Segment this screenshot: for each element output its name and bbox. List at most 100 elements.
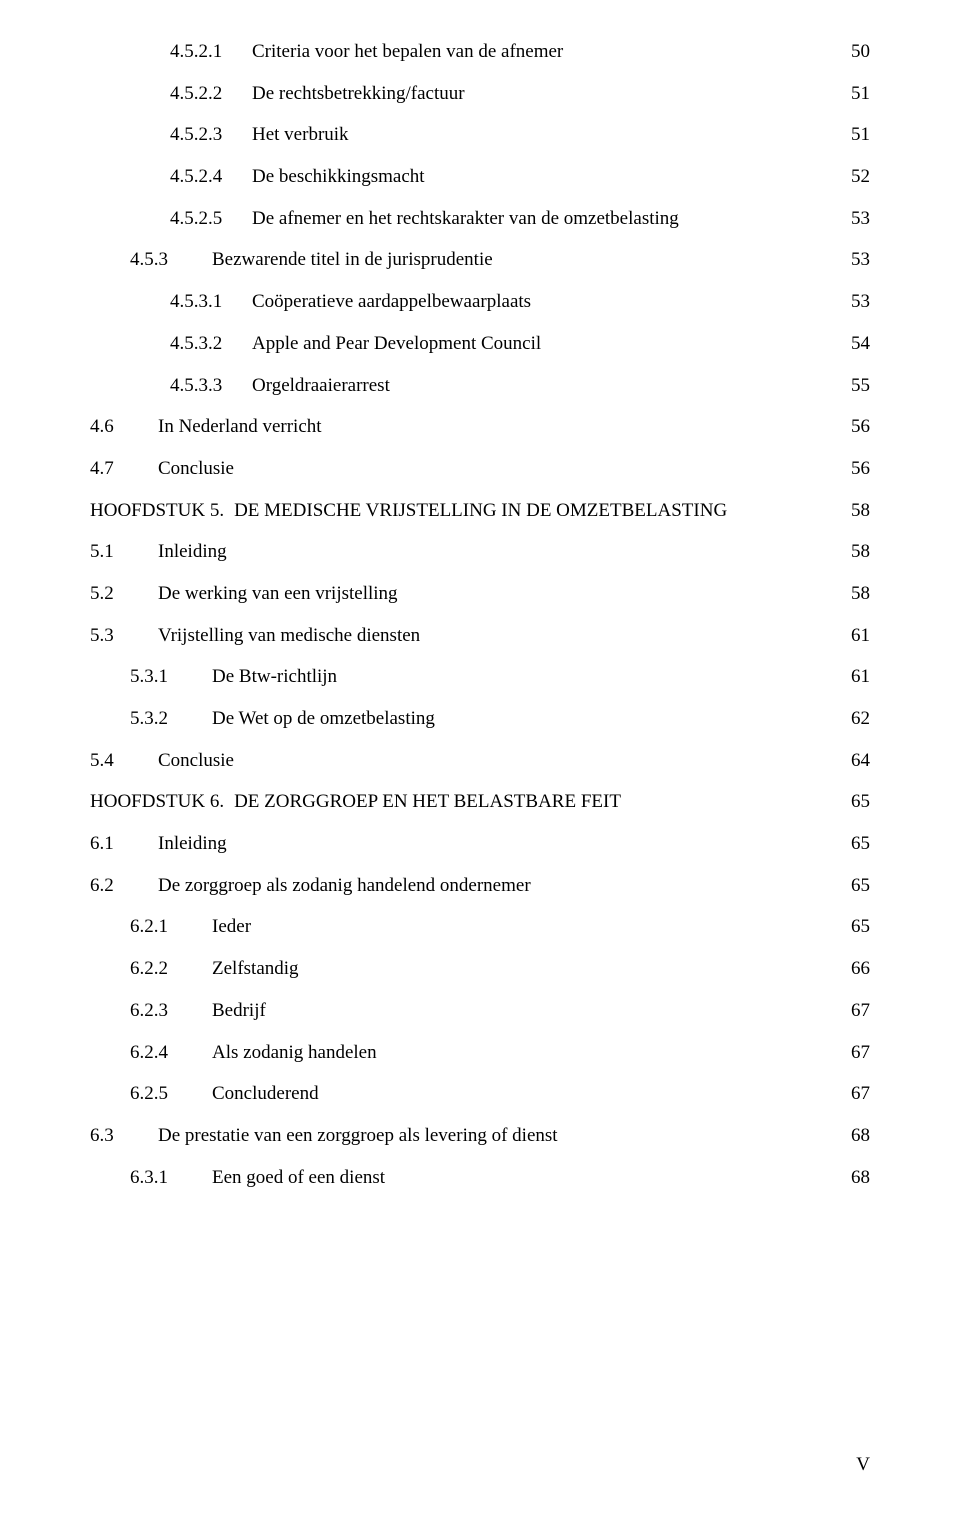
toc-entry-title: De beschikkingsmacht [252,165,425,190]
toc-entry-number: 4.5.3 [130,248,212,273]
toc-page-number: 51 [847,123,870,148]
toc-entry: 4.5.3.3Orgeldraaierarrest 55 [90,374,870,399]
toc-entry-title: De prestatie van een zorggroep als lever… [158,1124,558,1149]
toc-page-number: 54 [847,332,870,357]
toc-page-number: 65 [847,790,870,815]
toc-page-number: 53 [847,290,870,315]
toc-entry-number: 5.2 [90,582,158,607]
toc-entry-title: Het verbruik [252,123,349,148]
toc-entry-title: Concluderend [212,1082,319,1107]
toc-entry-number: 6.2.4 [130,1041,212,1066]
toc-entry-number: 5.1 [90,540,158,565]
toc-entry-number: 5.4 [90,749,158,774]
toc-entry: 4.5.3.2Apple and Pear Development Counci… [90,332,870,357]
toc-entry-number: 4.5.2.2 [170,82,252,107]
toc-entry-title: Criteria voor het bepalen van de afnemer [252,40,563,65]
toc-entry: 4.5.2.3Het verbruik 51 [90,123,870,148]
toc-page-number: 68 [847,1124,870,1149]
toc-page-number: 68 [847,1166,870,1191]
toc-entry: 5.3.2De Wet op de omzetbelasting 62 [90,707,870,732]
toc-entry: 4.5.2.5De afnemer en het rechtskarakter … [90,207,870,232]
toc-page-number: 55 [847,374,870,399]
toc-entry: 6.2.1Ieder 65 [90,915,870,940]
toc-entry-number: 6.3 [90,1124,158,1149]
toc-container: 4.5.2.1Criteria voor het bepalen van de … [90,40,870,1190]
toc-chapter-number: HOOFDSTUK 5. [90,499,234,524]
toc-page-number: 50 [847,40,870,65]
toc-entry: 6.3De prestatie van een zorggroep als le… [90,1124,870,1149]
toc-entry: 4.6In Nederland verricht56 [90,415,870,440]
toc-entry: 6.2.5Concluderend 67 [90,1082,870,1107]
toc-entry-number: 6.3.1 [130,1166,212,1191]
toc-page-number: 52 [847,165,870,190]
toc-page-number: 67 [847,1082,870,1107]
toc-entry-title: Conclusie [158,749,234,774]
toc-entry-title: Apple and Pear Development Council [252,332,541,357]
toc-page-number: 65 [847,915,870,940]
toc-chapter-number: HOOFDSTUK 6. [90,790,234,815]
toc-page-number: 56 [847,457,870,482]
toc-entry: 6.3.1Een goed of een dienst 68 [90,1166,870,1191]
toc-entry: 4.5.2.1Criteria voor het bepalen van de … [90,40,870,65]
toc-entry-number: 5.3 [90,624,158,649]
toc-entry-title: Conclusie [158,457,234,482]
toc-entry-number: 6.2.2 [130,957,212,982]
toc-entry-title: De Btw-richtlijn [212,665,337,690]
toc-entry: 6.2De zorggroep als zodanig handelend on… [90,874,870,899]
toc-entry: 4.5.3Bezwarende titel in de jurisprudent… [90,248,870,273]
toc-entry-number: 4.5.2.3 [170,123,252,148]
toc-entry: 6.2.4Als zodanig handelen67 [90,1041,870,1066]
toc-chapter-title: DE MEDISCHE VRIJSTELLING IN DE OMZETBELA… [234,499,727,524]
toc-page-number: 58 [847,499,870,524]
toc-entry: 5.3Vrijstelling van medische diensten61 [90,624,870,649]
toc-entry-number: 4.5.2.5 [170,207,252,232]
toc-entry: 5.4Conclusie 64 [90,749,870,774]
toc-entry-title: Coöperatieve aardappelbewaarplaats [252,290,531,315]
toc-entry-title: In Nederland verricht [158,415,322,440]
toc-page-number: 58 [847,540,870,565]
toc-page-number: 53 [847,248,870,273]
toc-page-number: 66 [847,957,870,982]
toc-chapter: HOOFDSTUK 6.DE ZORGGROEP EN HET BELASTBA… [90,790,870,815]
toc-entry-title: De afnemer en het rechtskarakter van de … [252,207,679,232]
toc-entry-title: De Wet op de omzetbelasting [212,707,435,732]
toc-page: 4.5.2.1Criteria voor het bepalen van de … [0,0,960,1521]
toc-page-number: 64 [847,749,870,774]
toc-entry-number: 6.2.5 [130,1082,212,1107]
toc-chapter-title: DE ZORGGROEP EN HET BELASTBARE FEIT [234,790,621,815]
toc-entry-title: Bezwarende titel in de jurisprudentie [212,248,493,273]
toc-entry-title: De zorggroep als zodanig handelend onder… [158,874,531,899]
toc-entry-title: Ieder [212,915,251,940]
toc-entry: 5.2De werking van een vrijstelling 58 [90,582,870,607]
toc-entry-number: 5.3.2 [130,707,212,732]
toc-entry: 6.1Inleiding65 [90,832,870,857]
toc-entry-number: 4.5.3.1 [170,290,252,315]
toc-entry-number: 4.5.3.3 [170,374,252,399]
toc-entry: 5.1Inleiding58 [90,540,870,565]
toc-chapter: HOOFDSTUK 5.DE MEDISCHE VRIJSTELLING IN … [90,499,870,524]
toc-entry-title: De rechtsbetrekking/factuur [252,82,465,107]
toc-page-number: 58 [847,582,870,607]
toc-entry: 6.2.3Bedrijf67 [90,999,870,1024]
toc-page-number: 65 [847,832,870,857]
toc-page-number: 62 [847,707,870,732]
toc-entry: 5.3.1De Btw-richtlijn 61 [90,665,870,690]
toc-entry-title: Zelfstandig [212,957,299,982]
toc-entry-number: 6.2 [90,874,158,899]
toc-entry-title: De werking van een vrijstelling [158,582,398,607]
toc-entry: 4.5.3.1Coöperatieve aardappelbewaarplaat… [90,290,870,315]
toc-entry-number: 5.3.1 [130,665,212,690]
toc-entry-number: 4.5.3.2 [170,332,252,357]
toc-page-number: 67 [847,1041,870,1066]
toc-page-number: 61 [847,665,870,690]
toc-page-number: 65 [847,874,870,899]
toc-entry-number: 4.6 [90,415,158,440]
toc-entry-number: 6.2.1 [130,915,212,940]
toc-entry-number: 6.2.3 [130,999,212,1024]
toc-page-number: 51 [847,82,870,107]
toc-page-number: 67 [847,999,870,1024]
toc-entry-title: Orgeldraaierarrest [252,374,390,399]
toc-entry-title: Een goed of een dienst [212,1166,385,1191]
toc-entry-number: 4.5.2.1 [170,40,252,65]
toc-entry-title: Inleiding [158,832,227,857]
